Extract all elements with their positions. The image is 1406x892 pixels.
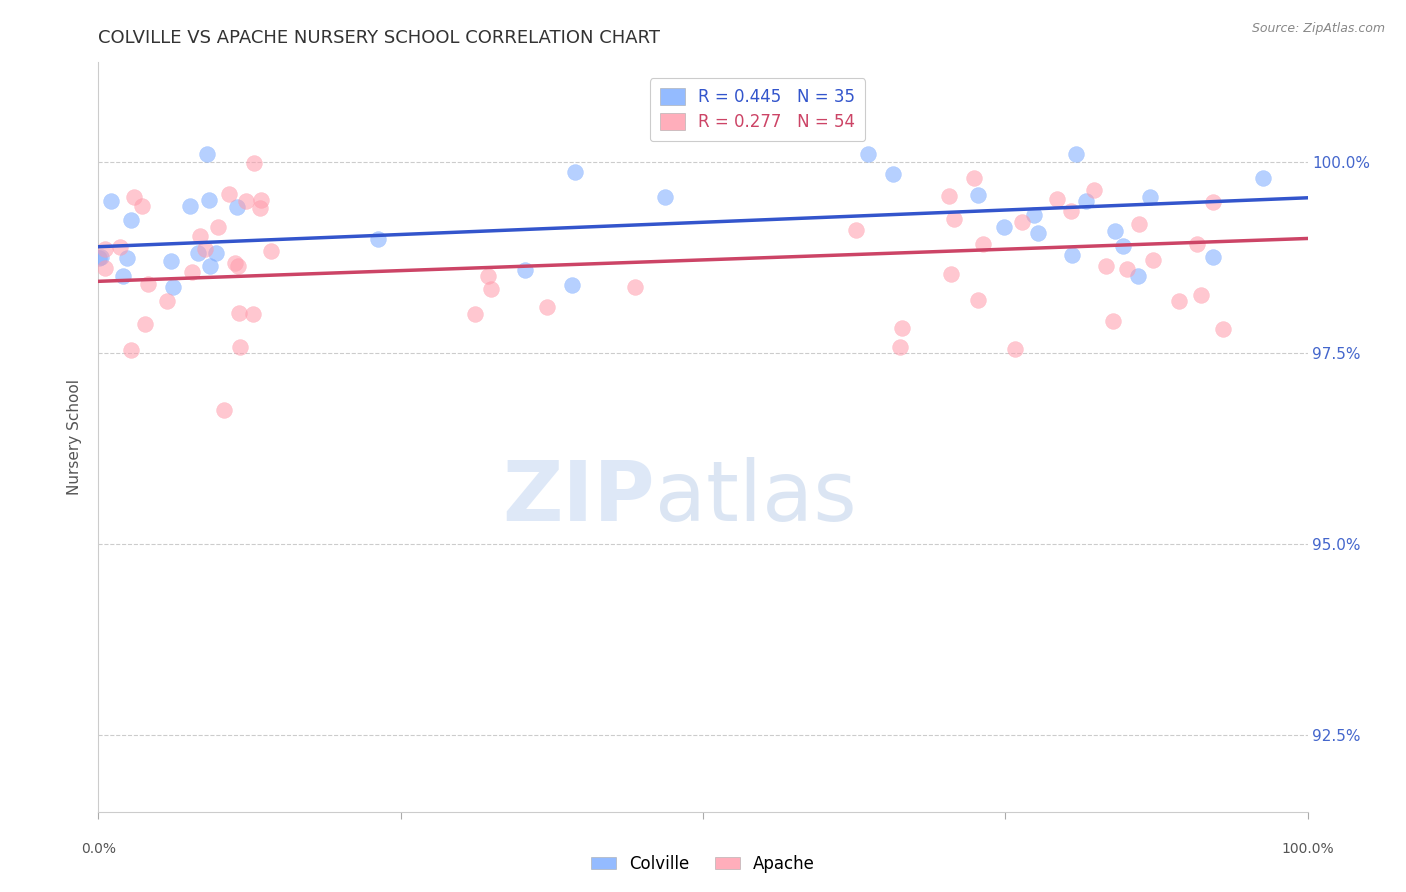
Point — [1094, 259, 1116, 273]
Point — [1189, 288, 1212, 302]
Point — [624, 280, 647, 294]
Point — [156, 293, 179, 308]
Point — [228, 306, 250, 320]
Point — [188, 229, 211, 244]
Point — [1212, 322, 1234, 336]
Point — [564, 164, 586, 178]
Point — [845, 223, 868, 237]
Point — [162, 279, 184, 293]
Point — [134, 317, 156, 331]
Point — [882, 167, 904, 181]
Point — [197, 194, 219, 208]
Point — [967, 293, 990, 308]
Point — [1185, 237, 1208, 252]
Point — [1060, 204, 1083, 219]
Point — [477, 268, 499, 283]
Point — [1202, 194, 1225, 209]
Point — [889, 340, 911, 354]
Point — [963, 170, 986, 185]
Point — [1064, 147, 1087, 161]
Point — [536, 300, 558, 314]
Point — [250, 193, 273, 207]
Point — [1102, 314, 1125, 328]
Point — [195, 147, 218, 161]
Point — [224, 256, 246, 270]
Point — [108, 239, 131, 253]
Point — [212, 403, 235, 417]
Point — [479, 282, 502, 296]
Point — [1168, 294, 1191, 309]
Point — [938, 189, 960, 203]
Point — [1128, 217, 1150, 231]
Point — [131, 199, 153, 213]
Text: atlas: atlas — [655, 457, 856, 538]
Y-axis label: Nursery School: Nursery School — [67, 379, 83, 495]
Point — [120, 343, 142, 357]
Point — [120, 213, 142, 227]
Point — [200, 259, 222, 273]
Point — [187, 246, 209, 260]
Text: Source: ZipAtlas.com: Source: ZipAtlas.com — [1251, 22, 1385, 36]
Point — [1062, 248, 1084, 262]
Point — [1116, 261, 1139, 276]
Point — [856, 147, 879, 161]
Point — [1104, 224, 1126, 238]
Point — [94, 261, 117, 276]
Point — [159, 253, 181, 268]
Point — [218, 186, 240, 201]
Point — [205, 246, 228, 260]
Point — [207, 220, 229, 235]
Point — [229, 340, 252, 354]
Point — [235, 194, 257, 208]
Text: 100.0%: 100.0% — [1281, 842, 1334, 856]
Point — [1026, 226, 1049, 240]
Point — [226, 259, 249, 273]
Point — [1083, 183, 1105, 197]
Point — [243, 155, 266, 169]
Point — [111, 268, 134, 283]
Legend: R = 0.445   N = 35, R = 0.277   N = 54: R = 0.445 N = 35, R = 0.277 N = 54 — [650, 78, 865, 141]
Point — [136, 277, 159, 292]
Point — [225, 200, 247, 214]
Point — [115, 251, 138, 265]
Point — [260, 244, 283, 259]
Point — [1045, 192, 1067, 206]
Point — [941, 267, 963, 281]
Point — [513, 262, 536, 277]
Point — [1139, 190, 1161, 204]
Legend: Colville, Apache: Colville, Apache — [585, 848, 821, 880]
Text: COLVILLE VS APACHE NURSERY SCHOOL CORRELATION CHART: COLVILLE VS APACHE NURSERY SCHOOL CORREL… — [98, 29, 661, 47]
Point — [194, 242, 217, 256]
Point — [1076, 194, 1098, 208]
Point — [1128, 268, 1150, 283]
Point — [993, 220, 1015, 235]
Point — [367, 232, 389, 246]
Text: ZIP: ZIP — [502, 457, 655, 538]
Point — [100, 194, 122, 208]
Point — [1253, 170, 1275, 185]
Point — [242, 307, 264, 321]
Point — [1112, 239, 1135, 253]
Point — [87, 251, 110, 265]
Point — [464, 307, 486, 321]
Point — [1004, 342, 1026, 356]
Point — [891, 321, 914, 335]
Point — [181, 265, 204, 279]
Point — [1022, 208, 1045, 222]
Point — [249, 201, 271, 215]
Point — [94, 242, 117, 256]
Point — [90, 250, 112, 264]
Point — [942, 212, 965, 227]
Point — [122, 190, 145, 204]
Point — [972, 237, 994, 252]
Point — [1202, 250, 1225, 264]
Point — [1142, 252, 1164, 267]
Point — [179, 199, 201, 213]
Point — [561, 278, 583, 293]
Point — [1011, 215, 1033, 229]
Point — [967, 187, 990, 202]
Point — [654, 190, 676, 204]
Text: 0.0%: 0.0% — [82, 842, 115, 856]
